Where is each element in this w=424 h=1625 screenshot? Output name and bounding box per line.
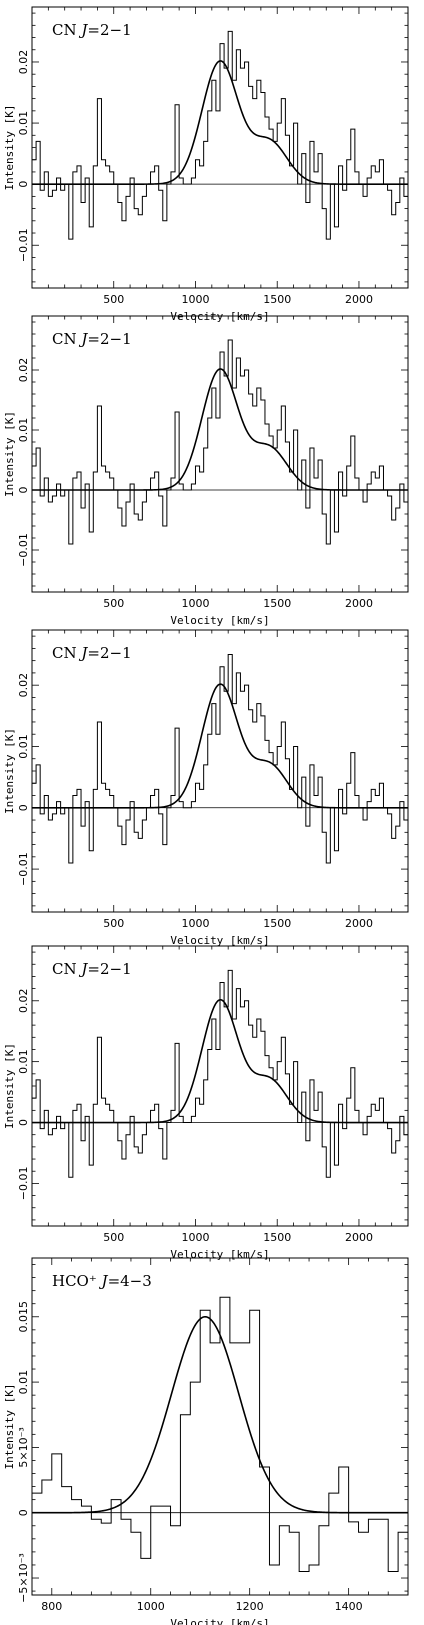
x-tick-label: 1500 xyxy=(263,293,291,306)
y-tick-label: 0 xyxy=(17,487,30,494)
y-axis-label: Intensity [K] xyxy=(3,728,16,814)
y-tick-label: 0.02 xyxy=(17,50,30,74)
spectrum-histogram xyxy=(32,1296,408,1572)
spectrum-histogram xyxy=(32,339,408,551)
x-tick-label: 800 xyxy=(41,1600,62,1613)
y-tick-label: 0.01 xyxy=(17,1370,30,1395)
spectrum-histogram xyxy=(32,654,408,870)
y-tick-label: 0 xyxy=(17,181,30,188)
line-title: HCO⁺ J=4−3 xyxy=(52,1272,152,1290)
x-axis-label: Velocity [km/s] xyxy=(170,614,269,627)
x-tick-label: 1400 xyxy=(335,1600,363,1613)
spectrum-histogram xyxy=(32,30,408,246)
spectrum-histogram xyxy=(32,969,408,1184)
plot-frame xyxy=(31,1257,409,1596)
y-axis-label: Intensity [K] xyxy=(3,411,16,497)
x-tick-label: 500 xyxy=(103,917,124,930)
x-tick-label: 1000 xyxy=(181,597,209,610)
y-tick-label: 0.01 xyxy=(17,418,30,443)
x-tick-label: 2000 xyxy=(345,1231,373,1244)
y-tick-label: 0.01 xyxy=(17,734,30,759)
panel-2: 500 1000 1500 2000 −0.01 0 0.01 0.02 Velocity [k… xyxy=(3,315,409,627)
x-tick-label: 1500 xyxy=(263,1231,291,1244)
y-tick-label: 0.02 xyxy=(17,673,30,698)
y-tick-label: 0.015 xyxy=(17,1301,30,1333)
x-tick-label: 2000 xyxy=(345,917,373,930)
x-tick-label: 1500 xyxy=(263,597,291,610)
gaussian-fit-curve xyxy=(32,1315,408,1514)
line-title: CN J=2−1 xyxy=(52,644,132,662)
y-tick-label: 0 xyxy=(17,804,30,811)
y-tick-label: 0.01 xyxy=(17,1049,30,1074)
x-tick-label: 1000 xyxy=(181,293,209,306)
y-tick-label: 0.02 xyxy=(17,358,30,383)
y-tick-label: −0.01 xyxy=(17,1167,30,1201)
x-tick-label: 1000 xyxy=(137,1600,165,1613)
x-axis-label: Velocity [km/s] xyxy=(170,1248,269,1261)
y-axis-label: Intensity [K] xyxy=(3,104,16,190)
x-tick-label: 2000 xyxy=(345,597,373,610)
x-axis-label: Velocity [km/s] xyxy=(170,1617,269,1625)
gaussian-fit-curve xyxy=(32,60,408,185)
x-tick-label: 1000 xyxy=(181,917,209,930)
x-tick-label: 500 xyxy=(103,293,124,306)
x-tick-label: 500 xyxy=(103,597,124,610)
gaussian-fit-curve xyxy=(32,368,408,491)
x-tick-label: 1500 xyxy=(263,917,291,930)
y-tick-label: 0.02 xyxy=(17,989,30,1014)
gaussian-fit-curve xyxy=(32,998,408,1124)
x-tick-label: 1000 xyxy=(181,1231,209,1244)
x-axis-label: Velocity [km/s] xyxy=(170,934,269,947)
panel-3: 500 1000 1500 2000 −0.01 0 0.01 0.02 Velocity [k… xyxy=(3,629,409,947)
panel-5: 800 1000 1200 1400 −5×10⁻³ 0 5×10⁻³ 0.01 0.015 Ve… xyxy=(3,1257,409,1625)
x-tick-label: 2000 xyxy=(345,293,373,306)
y-tick-label: 0.01 xyxy=(17,111,30,136)
y-tick-label: −0.01 xyxy=(17,228,30,262)
y-tick-label: 0 xyxy=(17,1119,30,1126)
x-tick-label: 1200 xyxy=(236,1600,264,1613)
y-tick-label: −0.01 xyxy=(17,533,30,567)
y-axis-label: Intensity [K] xyxy=(3,1043,16,1129)
gaussian-fit-curve xyxy=(32,683,408,809)
y-tick-label: −0.01 xyxy=(17,852,30,886)
x-tick-label: 500 xyxy=(103,1231,124,1244)
y-tick-label: 5×10⁻³ xyxy=(17,1427,30,1467)
line-title: CN J=2−1 xyxy=(52,960,132,978)
line-title: CN J=2−1 xyxy=(52,21,132,39)
line-title: CN J=2−1 xyxy=(52,330,132,348)
panel-4: 500 1000 1500 2000 −0.01 0 0.01 0.02 Velocity [k… xyxy=(3,945,409,1261)
y-tick-label: 0 xyxy=(17,1509,30,1516)
y-tick-label: −5×10⁻³ xyxy=(17,1553,30,1603)
y-axis-label: Intensity [K] xyxy=(3,1383,16,1469)
